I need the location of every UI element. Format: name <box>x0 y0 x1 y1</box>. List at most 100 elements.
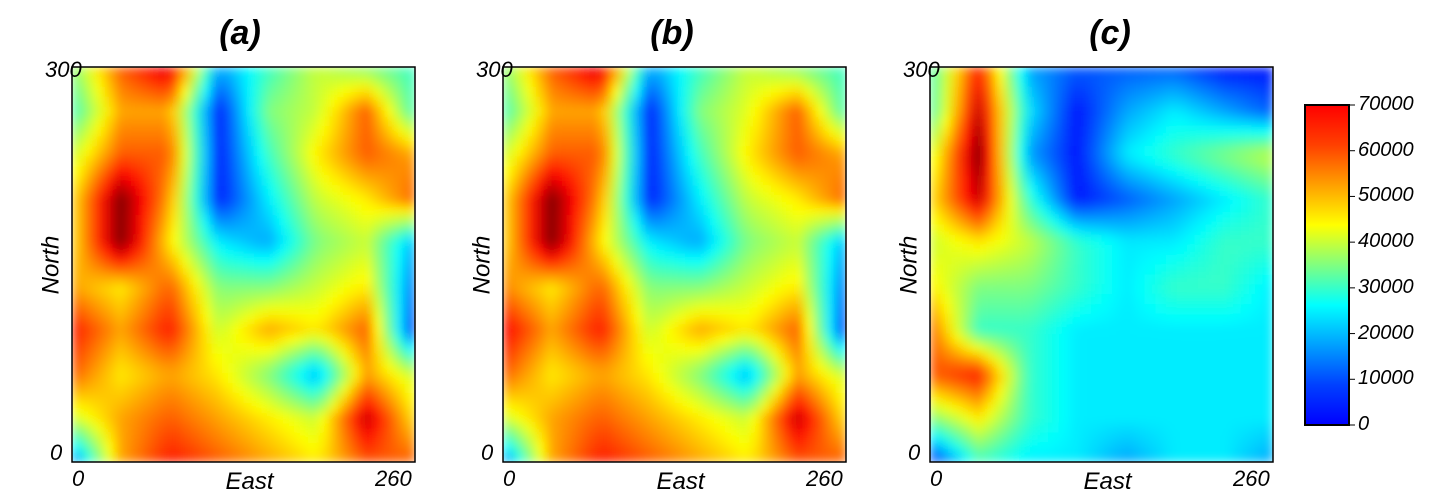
heatmap-cell <box>588 76 601 88</box>
heatmap-cell <box>983 392 995 404</box>
heatmap-cell <box>792 76 804 88</box>
heatmap-cell <box>114 343 127 354</box>
heatmap-cell <box>1015 215 1028 226</box>
heatmap-cell <box>663 86 676 98</box>
heatmap-cell <box>535 146 547 157</box>
heatmap-cell <box>1262 185 1273 196</box>
heatmap-cell <box>930 323 942 335</box>
heatmap-cell <box>1122 353 1135 364</box>
heatmap-cell <box>588 323 601 335</box>
heatmap-cell <box>1037 264 1049 275</box>
heatmap-cell <box>578 333 590 345</box>
heatmap-cell <box>983 432 995 443</box>
heatmap-cell <box>1208 86 1221 98</box>
heatmap-cell <box>275 442 287 453</box>
heatmap-cell <box>1155 294 1167 305</box>
heatmap-cell <box>1015 392 1028 404</box>
heatmap-cell <box>157 422 170 433</box>
heatmap-cell <box>781 284 794 295</box>
heatmap-cell <box>663 146 676 157</box>
heatmap-cell <box>503 96 515 108</box>
heatmap-cell <box>674 294 686 305</box>
heatmap-cell <box>642 155 654 167</box>
heatmap-cell <box>695 442 708 453</box>
heatmap-cell <box>1080 165 1092 177</box>
heatmap-cell <box>1080 215 1092 226</box>
heatmap-cell <box>211 86 223 98</box>
heatmap-cell <box>254 304 266 315</box>
heatmap-cell <box>297 205 309 216</box>
heatmap-cell <box>382 373 395 384</box>
heatmap-cell <box>545 225 558 236</box>
heatmap-cell <box>1069 215 1081 226</box>
heatmap-cell <box>940 422 953 433</box>
heatmap-cell <box>1090 136 1103 147</box>
heatmap-cell <box>706 155 718 167</box>
heatmap-cell <box>1058 422 1070 433</box>
heatmap-cell <box>663 205 676 216</box>
heatmap-cell <box>404 284 415 295</box>
heatmap-cell <box>350 136 363 147</box>
heatmap-cell <box>254 136 266 147</box>
heatmap-cell <box>588 432 601 443</box>
heatmap-cell <box>1176 383 1188 394</box>
heatmap-cell <box>545 412 558 424</box>
heatmap-cell <box>835 432 846 443</box>
heatmap-cell <box>983 264 995 275</box>
heatmap-cell <box>1058 373 1070 384</box>
heatmap-cell <box>1208 155 1221 167</box>
heatmap-cell <box>189 442 202 453</box>
heatmap-cell <box>1230 165 1242 177</box>
heatmap-cell <box>760 76 772 88</box>
heatmap-cell <box>706 274 718 285</box>
heatmap-cell <box>104 343 116 354</box>
heatmap-cell <box>318 205 330 216</box>
heatmap-cell <box>382 402 395 414</box>
heatmap-cell <box>1015 284 1028 295</box>
heatmap-cell <box>962 412 974 424</box>
heatmap-cell <box>1240 363 1253 374</box>
heatmap-cell <box>824 165 836 177</box>
heatmap-cell <box>706 363 718 374</box>
heatmap-cell <box>307 67 320 78</box>
heatmap-cell <box>545 146 558 157</box>
heatmap-cell <box>792 215 804 226</box>
heatmap-cell <box>951 294 963 305</box>
heatmap-cell <box>685 195 697 206</box>
heatmap-cell <box>728 412 740 424</box>
heatmap-cell <box>760 313 772 325</box>
heatmap-cell <box>706 323 718 335</box>
heatmap-cell <box>382 185 395 196</box>
heatmap-cell <box>781 175 794 187</box>
heatmap-cell <box>962 136 974 147</box>
heatmap-cell <box>114 155 127 167</box>
heatmap-cell <box>1165 422 1178 433</box>
heatmap-cell <box>93 165 105 177</box>
heatmap-cell <box>1122 442 1135 453</box>
heatmap-cell <box>200 264 212 275</box>
heatmap-cell <box>824 86 836 98</box>
heatmap-cell <box>382 205 395 216</box>
heatmap-cell <box>781 165 794 177</box>
heatmap-cell <box>503 304 515 315</box>
heatmap-cell <box>275 165 287 177</box>
heatmap-cell <box>264 165 277 177</box>
heatmap-cell <box>307 264 320 275</box>
heatmap-cell <box>82 126 95 137</box>
heatmap-cell <box>824 205 836 216</box>
heatmap-cell <box>1144 96 1156 108</box>
heatmap-cell <box>535 274 547 285</box>
heatmap-cell <box>72 402 84 414</box>
heatmap-cell <box>813 313 826 325</box>
heatmap-cell <box>1005 126 1017 137</box>
heatmap-cell <box>524 274 536 285</box>
heatmap-cell <box>663 106 676 117</box>
heatmap-cell <box>404 264 415 275</box>
heatmap-cell <box>1176 333 1188 345</box>
heatmap-cell <box>1155 175 1167 187</box>
heatmap-cell <box>1015 244 1028 256</box>
heatmap-cell <box>972 323 985 335</box>
heatmap-cell <box>243 96 255 108</box>
heatmap-cell <box>1208 402 1221 414</box>
heatmap-cell <box>972 422 985 433</box>
